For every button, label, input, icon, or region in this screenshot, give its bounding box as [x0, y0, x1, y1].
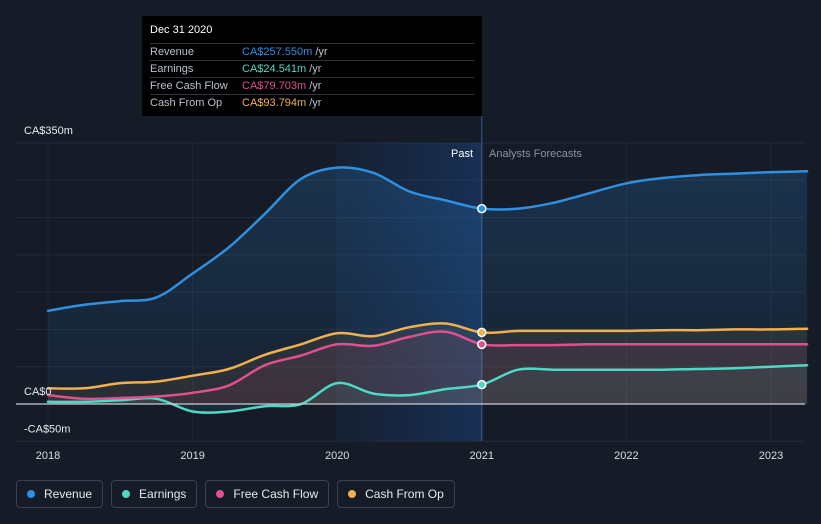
tooltip-row-free-cash-flow: Free Cash Flow CA$79.703m /yr — [150, 77, 474, 94]
tooltip-row-earnings: Earnings CA$24.541m /yr — [150, 60, 474, 77]
legend-dot-icon — [348, 490, 357, 498]
tooltip-name: Free Cash Flow — [150, 80, 228, 92]
x-tick-label: 2023 — [759, 450, 783, 462]
legend-label: Revenue — [44, 487, 93, 501]
x-tick-label: 2020 — [325, 450, 349, 462]
x-tick-label: 2021 — [470, 450, 494, 462]
x-tick-label: 2022 — [614, 450, 638, 462]
tooltip-name: Revenue — [150, 46, 195, 58]
legend-label: Free Cash Flow — [233, 487, 319, 501]
tooltip-unit: /yr — [309, 80, 322, 92]
marker-cash-from-op — [477, 327, 487, 338]
tooltip-unit: /yr — [315, 46, 328, 58]
x-tick-label: 2018 — [36, 450, 60, 462]
legend-dot-icon — [216, 490, 225, 498]
series-line-earnings — [46, 363, 809, 414]
legend: Revenue Earnings Free Cash Flow Cash Fro… — [16, 480, 455, 508]
tooltip-value: CA$24.541m — [242, 63, 307, 75]
tooltip-name: Earnings — [150, 63, 194, 75]
y-tick-label: CA$350m — [24, 125, 73, 137]
marker-free-cash-flow — [477, 339, 487, 350]
legend-dot-icon — [27, 490, 35, 498]
tooltip-row-cash-from-op: Cash From Op CA$93.794m /yr — [150, 94, 474, 111]
legend-label: Earnings — [139, 487, 187, 501]
legend-item-free-cash-flow[interactable]: Free Cash Flow — [205, 480, 330, 508]
marker-revenue — [477, 203, 487, 214]
legend-item-earnings[interactable]: Earnings — [111, 480, 198, 508]
past-label: Past — [451, 148, 473, 160]
y-tick-label: CA$0 — [24, 386, 52, 398]
tooltip-value: CA$257.550m — [242, 46, 313, 58]
tooltip-value: CA$79.703m — [242, 80, 307, 92]
tooltip-row-revenue: Revenue CA$257.550m /yr — [150, 43, 474, 60]
tooltip-date: Dec 31 2020 — [150, 24, 213, 36]
tooltip-unit: /yr — [309, 97, 322, 109]
legend-item-cash-from-op[interactable]: Cash From Op — [337, 480, 455, 508]
series-area-earnings — [48, 365, 808, 413]
tooltip: Dec 31 2020 Revenue CA$257.550m /yr Earn… — [142, 16, 482, 116]
series-line-cash-from-op — [46, 322, 809, 390]
forecast-label: Analysts Forecasts — [489, 148, 582, 160]
x-tick-label: 2019 — [180, 450, 204, 462]
tooltip-name: Cash From Op — [150, 97, 223, 109]
series-line-revenue — [46, 166, 809, 313]
series-area-free-cash-flow — [48, 331, 808, 404]
legend-item-revenue[interactable]: Revenue — [16, 480, 104, 508]
y-tick-label: -CA$50m — [24, 423, 70, 435]
marker-earnings — [477, 379, 487, 390]
legend-label: Cash From Op — [365, 487, 444, 501]
tooltip-unit: /yr — [309, 63, 322, 75]
legend-dot-icon — [122, 490, 131, 498]
tooltip-value: CA$93.794m — [242, 97, 307, 109]
series-line-free-cash-flow — [46, 330, 809, 401]
